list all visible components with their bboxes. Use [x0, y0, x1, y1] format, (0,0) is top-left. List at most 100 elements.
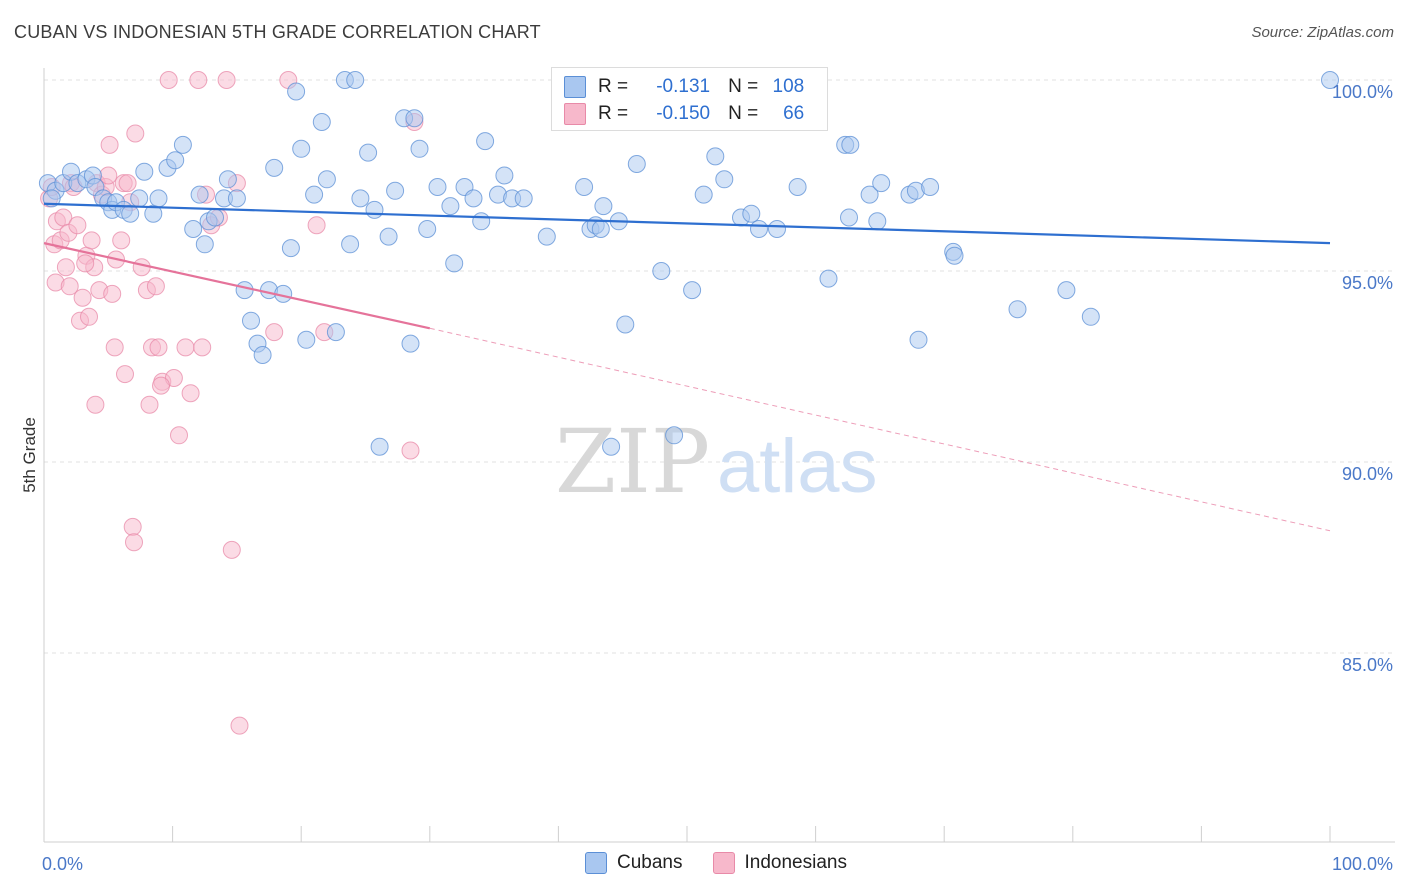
- cuban-point: [683, 281, 702, 300]
- cuban-point: [121, 204, 140, 223]
- cuban-point: [909, 330, 928, 349]
- cuban-point: [265, 158, 284, 177]
- legend-row-cubans: R = -0.131 N = 108: [564, 75, 804, 99]
- indonesian-point: [73, 288, 92, 307]
- cuban-point: [472, 212, 491, 231]
- indonesian-point: [176, 338, 195, 357]
- cuban-point: [537, 227, 556, 246]
- cuban-point: [594, 197, 613, 216]
- cuban-point: [206, 208, 224, 227]
- cuban-point: [351, 189, 370, 208]
- y-axis-title: 5th Grade: [20, 417, 39, 493]
- cuban-point: [750, 220, 768, 238]
- cuban-point: [305, 185, 324, 204]
- cuban-point: [872, 174, 891, 193]
- indonesian-point: [222, 540, 241, 559]
- cuban-point: [788, 178, 807, 196]
- cuban-point: [602, 437, 621, 456]
- cuban-point: [195, 235, 214, 254]
- source-label: Source: ZipAtlas.com: [1251, 24, 1394, 41]
- cuban-point: [1008, 300, 1027, 319]
- cuban-point: [819, 269, 838, 288]
- cuban-point: [184, 220, 203, 238]
- cuban-point: [173, 135, 192, 154]
- cuban-point: [405, 109, 424, 128]
- cuban-point: [218, 170, 237, 189]
- cuban-point: [860, 185, 879, 204]
- legend-swatch-indonesians: [564, 103, 586, 125]
- indonesian-point: [159, 71, 178, 89]
- indonesian-point: [189, 71, 208, 89]
- indonesian-point: [56, 258, 75, 277]
- legend-item-cubans[interactable]: Cubans: [585, 852, 683, 874]
- cuban-point: [495, 166, 514, 185]
- indonesian-point: [86, 395, 105, 414]
- legend-r-value: -0.150: [656, 103, 711, 124]
- indonesian-point: [82, 231, 101, 250]
- cuban-point: [341, 235, 360, 254]
- cuban-point: [742, 204, 761, 223]
- cubans-trend-line: [43, 202, 1331, 245]
- gridlines: [44, 79, 1395, 654]
- cuban-point: [476, 132, 495, 151]
- cuban-point: [190, 185, 209, 204]
- cuban-point: [166, 151, 185, 170]
- cuban-point: [292, 139, 311, 158]
- cuban-point: [1321, 71, 1339, 89]
- indonesian-point: [123, 517, 142, 536]
- trend-lines: [43, 202, 1331, 532]
- legend-item-indonesians[interactable]: Indonesians: [712, 852, 847, 874]
- cuban-point: [694, 185, 713, 204]
- legend-swatch-cubans: [564, 76, 586, 98]
- indonesian-point: [265, 323, 284, 342]
- cuban-point: [665, 426, 684, 445]
- indonesian-point: [116, 365, 134, 384]
- cuban-point: [386, 181, 405, 200]
- indonesian-point: [401, 441, 420, 460]
- indonesian-point: [103, 284, 122, 303]
- legend-n-label: N =: [728, 103, 759, 124]
- indonesian-point: [149, 338, 168, 357]
- y-tick-label: 90.0%: [1342, 464, 1393, 484]
- cuban-point: [312, 113, 331, 131]
- cuban-point: [921, 178, 940, 196]
- indonesian-point: [217, 71, 236, 89]
- indonesian-point: [140, 395, 159, 414]
- watermark-atlas: atlas: [717, 424, 878, 509]
- legend-swatch-indonesians: [712, 852, 735, 874]
- indonesian-point: [68, 216, 87, 235]
- legend-r-label: R =: [598, 103, 629, 124]
- cuban-point: [841, 135, 860, 154]
- indonesian-point: [146, 277, 165, 296]
- y-tick-label: 100.0%: [1332, 82, 1393, 102]
- indonesian-point: [152, 376, 170, 395]
- y-tick-label: 85.0%: [1342, 655, 1393, 675]
- legend-row-indonesians: R = -0.150 N = 66: [564, 102, 804, 126]
- cuban-point: [227, 189, 246, 208]
- indonesian-point: [170, 426, 188, 445]
- cuban-point: [418, 220, 437, 238]
- cuban-point: [616, 315, 635, 334]
- x-tick-label-max: 100.0%: [1332, 854, 1393, 874]
- cuban-point: [253, 346, 272, 364]
- cuban-point: [135, 162, 154, 181]
- cuban-point: [297, 330, 316, 349]
- cuban-point: [945, 246, 964, 265]
- cuban-point: [706, 147, 725, 166]
- indonesian-point: [105, 338, 124, 357]
- watermark: ZIP atlas: [555, 410, 878, 513]
- watermark-zip: ZIP: [555, 410, 710, 513]
- legend-label-indonesians: Indonesians: [744, 852, 847, 873]
- legend-r-value: -0.131: [656, 76, 711, 97]
- cuban-point: [514, 189, 533, 208]
- indonesians-trend-line: [43, 242, 431, 330]
- cuban-point: [840, 208, 858, 227]
- legend-n-value: 66: [783, 103, 805, 124]
- cuban-point: [281, 239, 300, 258]
- indonesian-point: [181, 384, 200, 403]
- cuban-point: [242, 311, 260, 330]
- indonesian-point: [100, 135, 119, 154]
- cuban-point: [715, 170, 734, 189]
- cuban-point: [287, 82, 306, 101]
